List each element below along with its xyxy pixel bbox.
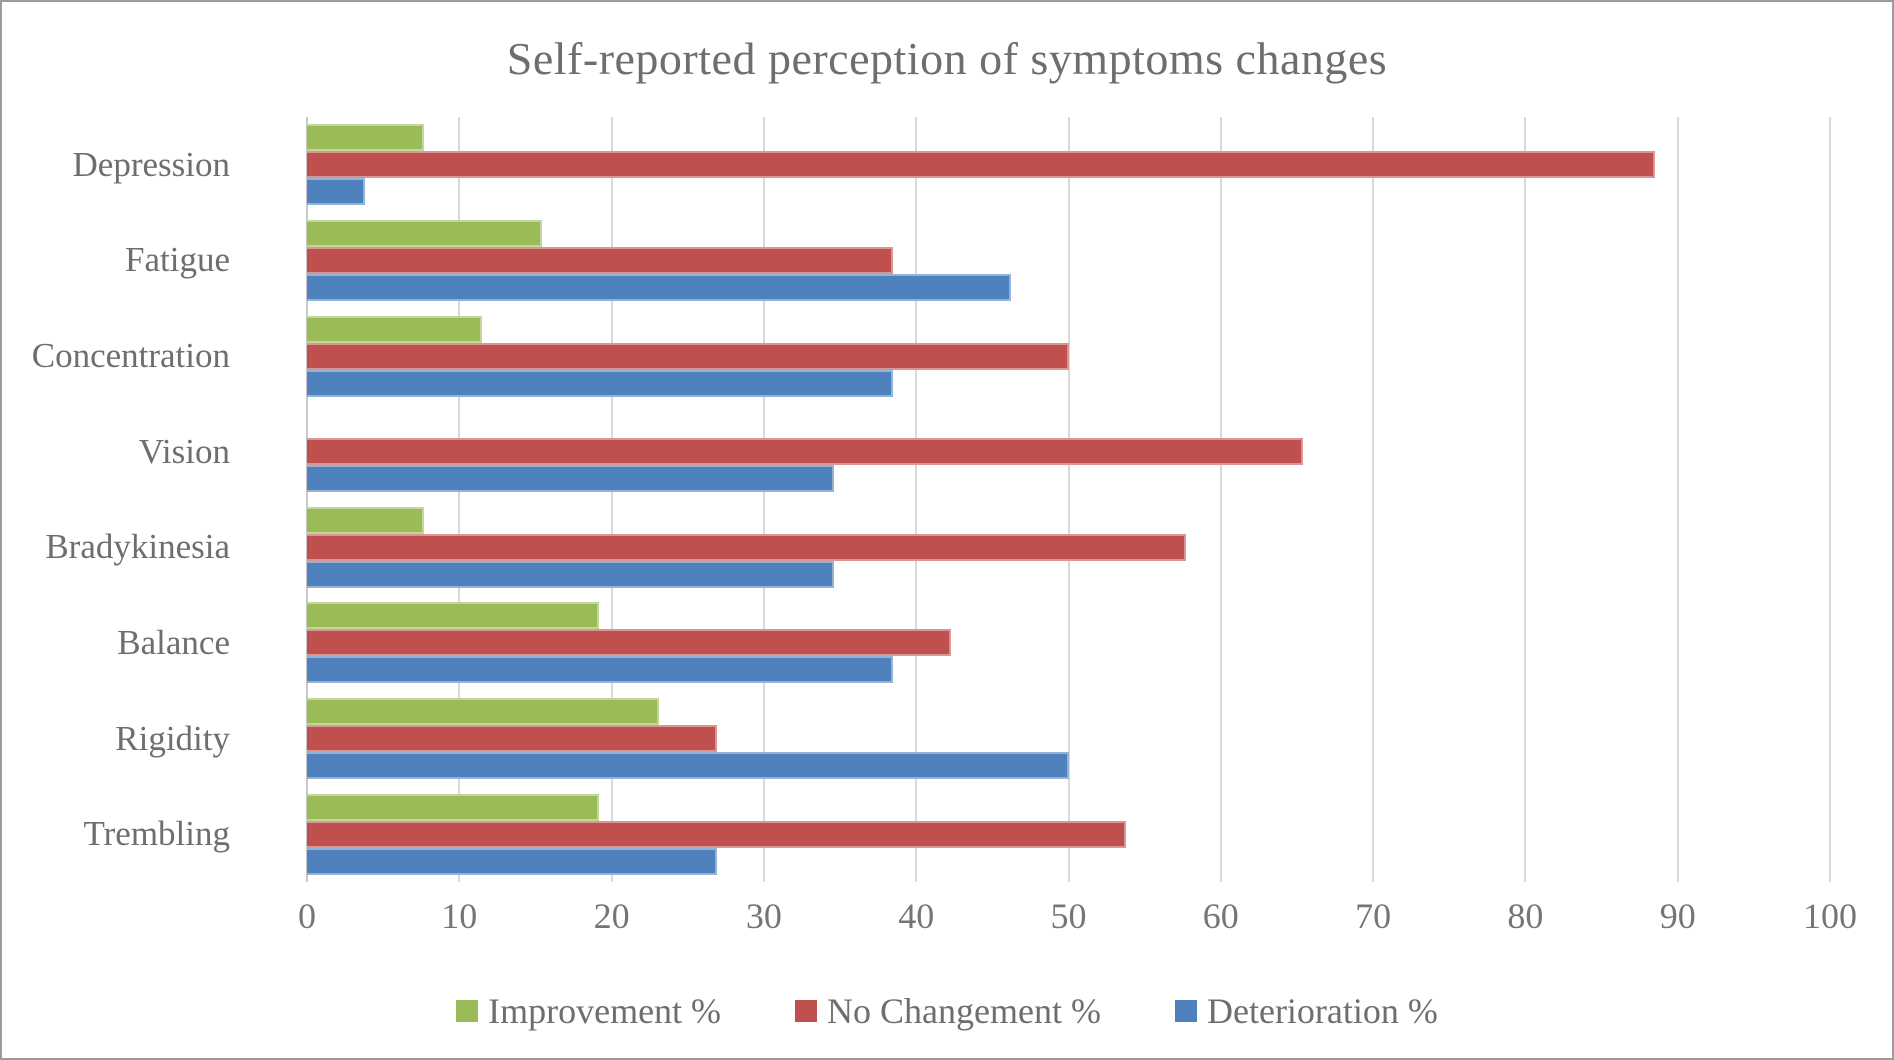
bar <box>307 752 1069 780</box>
x-tick-label: 70 <box>1355 896 1392 936</box>
x-tick-label: 0 <box>298 896 316 936</box>
legend-item: Deterioration % <box>1174 990 1438 1032</box>
chart-title: Self-reported perception of symptoms cha… <box>506 33 1388 84</box>
x-tick-label: 80 <box>1507 896 1544 936</box>
bar <box>307 273 1011 301</box>
legend-label: Improvement % <box>488 991 722 1031</box>
grid-line <box>1219 117 1222 882</box>
category-label: Depression <box>72 144 230 184</box>
grid-line <box>458 117 461 882</box>
grid-line <box>1676 117 1679 882</box>
bar <box>307 124 425 152</box>
bar <box>307 725 717 753</box>
x-tick-label: 90 <box>1659 896 1696 936</box>
legend-swatch-icon <box>1174 1000 1197 1022</box>
category-label: Rigidity <box>115 718 230 758</box>
bar <box>307 656 894 684</box>
bar <box>307 315 483 343</box>
bar <box>307 219 542 247</box>
axis-zero-line <box>306 117 308 882</box>
bar <box>307 847 717 875</box>
bar <box>307 178 365 206</box>
bar <box>307 629 952 657</box>
category-label: Concentration <box>31 336 230 376</box>
x-tick-label: 60 <box>1202 896 1239 936</box>
bar <box>307 793 600 821</box>
plot-area <box>306 117 1831 882</box>
grid-line <box>1372 117 1375 882</box>
category-label: Trembling <box>83 814 230 854</box>
x-tick-label: 10 <box>441 896 478 936</box>
bar <box>307 560 834 588</box>
category-label: Vision <box>138 431 230 471</box>
grid-line <box>1829 117 1831 882</box>
grid-line <box>1524 117 1527 882</box>
bar <box>307 342 1069 370</box>
grid-line <box>915 117 918 882</box>
bar <box>307 246 894 274</box>
category-label: Balance <box>117 622 230 662</box>
grid-line <box>610 117 613 882</box>
legend-label: No Changement % <box>827 991 1101 1031</box>
bar <box>307 506 425 534</box>
grid-line <box>1067 117 1070 882</box>
legend-item: No Changement % <box>795 990 1101 1032</box>
x-axis: 0 10 20 30 40 50 60 70 80 90 100 <box>2 895 1892 939</box>
legend-swatch-icon <box>456 1000 479 1022</box>
legend: Improvement % No Changement % Deterioratio… <box>2 990 1892 1032</box>
bar <box>307 151 1655 179</box>
x-tick-label: 20 <box>593 896 630 936</box>
x-tick-label: 40 <box>898 896 935 936</box>
bar <box>307 465 834 493</box>
bar <box>307 533 1186 561</box>
grid-line <box>762 117 765 882</box>
x-tick-label: 100 <box>1803 896 1857 936</box>
bar <box>307 602 600 630</box>
bar <box>307 698 659 726</box>
legend-swatch-icon <box>795 1000 818 1022</box>
bar <box>307 369 894 397</box>
legend-item: Improvement % <box>456 990 721 1032</box>
category-label: Fatigue <box>125 240 230 280</box>
legend-label: Deterioration % <box>1206 991 1438 1031</box>
x-tick-label: 30 <box>745 896 782 936</box>
bar <box>307 820 1127 848</box>
category-label: Bradykinesia <box>45 527 230 567</box>
bar <box>307 438 1304 466</box>
category-axis: Depression Fatigue Concentration Vision Brad… <box>2 117 242 882</box>
x-tick-label: 50 <box>1050 896 1087 936</box>
